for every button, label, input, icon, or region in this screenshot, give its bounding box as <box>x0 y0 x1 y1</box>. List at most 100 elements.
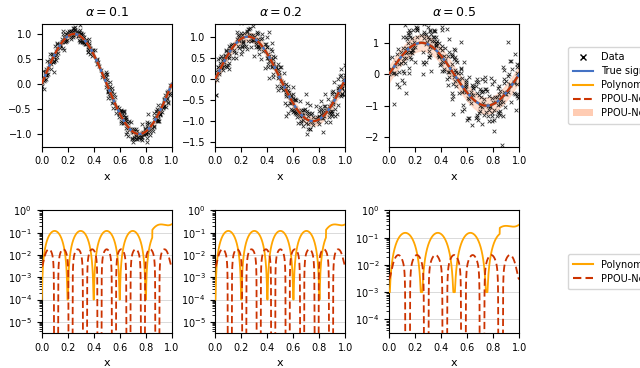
Point <box>51 57 61 63</box>
Point <box>314 114 324 120</box>
Point <box>292 109 302 114</box>
Point <box>314 113 324 119</box>
Point <box>112 105 122 110</box>
Point <box>57 36 67 42</box>
Point <box>116 107 126 113</box>
Point <box>488 117 499 123</box>
Point <box>424 47 434 53</box>
Point <box>62 32 72 38</box>
Point <box>41 66 51 72</box>
Point <box>447 53 457 59</box>
Point <box>301 120 311 126</box>
Point <box>392 51 403 57</box>
Point <box>248 32 258 38</box>
Point <box>444 36 454 42</box>
Point <box>282 102 292 108</box>
Point <box>147 121 157 127</box>
Point <box>111 104 122 110</box>
Point <box>457 108 467 114</box>
Point <box>500 91 511 97</box>
Point <box>218 56 228 61</box>
Point <box>273 88 283 93</box>
Point <box>314 108 324 114</box>
Point <box>86 49 97 55</box>
Point <box>157 109 167 115</box>
Point <box>333 85 343 91</box>
Point <box>417 71 428 77</box>
Point <box>48 51 58 57</box>
Point <box>271 64 282 70</box>
Point <box>263 55 273 61</box>
Point <box>280 85 291 91</box>
Point <box>54 46 65 52</box>
Point <box>297 111 307 117</box>
Point <box>252 44 262 50</box>
Point <box>237 38 248 44</box>
Point <box>420 31 431 37</box>
Point <box>249 53 259 59</box>
Point <box>132 128 142 134</box>
Point <box>251 44 261 50</box>
Point <box>211 92 221 98</box>
Point <box>434 53 444 59</box>
Point <box>93 59 103 65</box>
Point <box>435 45 445 51</box>
Point <box>234 45 244 51</box>
Point <box>484 118 494 124</box>
Point <box>447 53 458 59</box>
X-axis label: x: x <box>104 172 110 182</box>
Point <box>118 108 128 114</box>
Point <box>472 90 482 96</box>
Point <box>116 118 126 124</box>
Point <box>140 131 150 137</box>
Point <box>289 108 299 114</box>
Point <box>327 89 337 95</box>
Point <box>259 48 269 54</box>
Point <box>257 35 267 41</box>
Point <box>489 107 499 113</box>
Point <box>278 84 289 89</box>
Point <box>502 74 513 79</box>
Point <box>76 31 86 37</box>
Point <box>52 54 62 60</box>
Point <box>480 74 490 79</box>
Point <box>511 107 522 113</box>
Point <box>482 88 492 94</box>
Point <box>501 78 511 84</box>
Point <box>290 110 300 116</box>
Point <box>63 32 73 38</box>
Point <box>67 32 77 38</box>
Point <box>512 70 522 76</box>
Point <box>268 63 278 69</box>
Point <box>81 37 91 43</box>
Point <box>214 60 225 66</box>
Point <box>39 78 49 84</box>
Point <box>322 109 332 114</box>
Point <box>119 112 129 118</box>
Point <box>113 110 124 116</box>
Point <box>439 68 449 74</box>
Point <box>275 64 285 70</box>
Point <box>447 112 458 117</box>
Point <box>489 128 499 134</box>
Point <box>42 72 52 78</box>
Point <box>436 11 447 17</box>
Point <box>101 69 111 75</box>
Point <box>330 106 340 112</box>
Point <box>451 57 461 63</box>
Point <box>251 39 261 45</box>
Point <box>429 27 439 33</box>
Point <box>476 88 486 94</box>
Point <box>460 86 470 92</box>
Point <box>429 18 440 24</box>
Point <box>320 92 330 98</box>
Point <box>234 38 244 44</box>
Point <box>337 76 348 82</box>
Point <box>239 30 249 36</box>
Point <box>488 99 498 105</box>
Point <box>461 81 471 86</box>
Point <box>474 103 484 109</box>
Point <box>452 70 463 76</box>
Point <box>84 42 94 47</box>
Point <box>131 136 141 142</box>
